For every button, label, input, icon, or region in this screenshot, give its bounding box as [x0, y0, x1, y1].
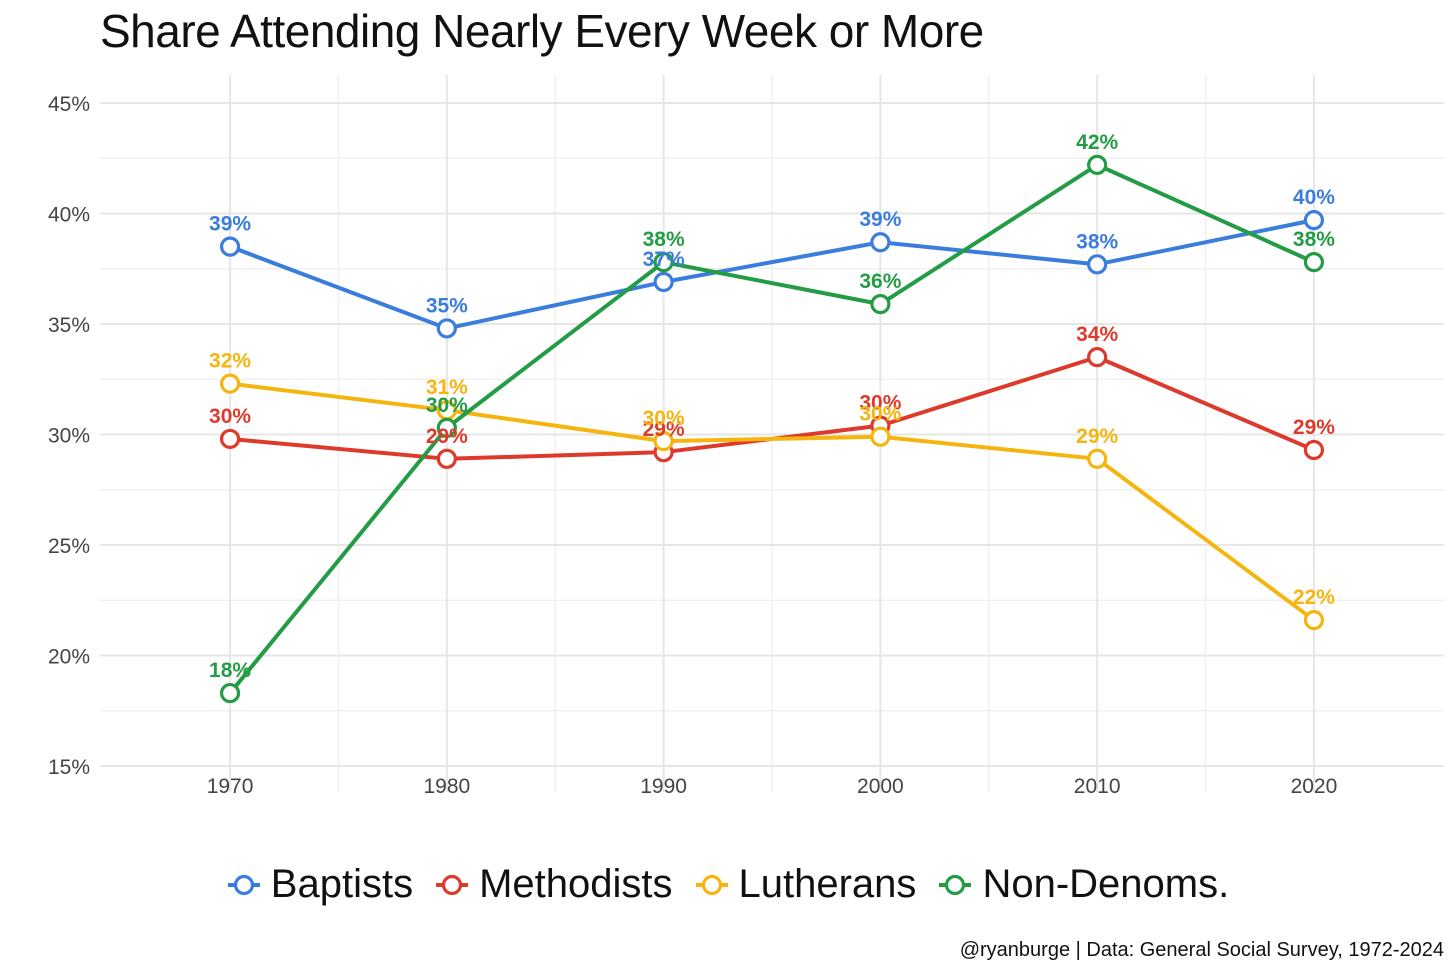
- x-tick-label: 1990: [640, 775, 687, 798]
- legend-item-methodists: Methodists: [435, 862, 673, 907]
- methodists-point: [219, 428, 241, 450]
- baptists-point: [653, 271, 674, 293]
- y-tick-label: 20%: [48, 646, 90, 669]
- non-denoms-point: [870, 294, 891, 315]
- lutherans-line: [228, 381, 1316, 623]
- baptists-point: [219, 236, 241, 257]
- x-tick-label: 1970: [207, 775, 254, 798]
- lutherans-point: [1087, 448, 1108, 469]
- lutherans-point: [653, 431, 674, 452]
- legend-label: Lutherans: [738, 862, 917, 906]
- baptists-data-label: 38%: [1076, 230, 1118, 253]
- legend-label: Non-Denoms.: [982, 862, 1230, 906]
- methodists-point: [1087, 347, 1108, 368]
- baptists-data-label: 37%: [643, 248, 685, 271]
- y-axis-ticks: 15% 20% 25% 30% 35% 40% 45%: [48, 93, 90, 779]
- methodists-data-label: 29%: [643, 418, 685, 441]
- non-denoms-point: [436, 417, 457, 438]
- y-tick-label: 25%: [48, 535, 90, 558]
- y-tick-label: 45%: [48, 93, 90, 116]
- baptists-point: [1303, 210, 1325, 231]
- baptists-data-label: 39%: [209, 213, 251, 236]
- legend-key-icon: [227, 874, 260, 895]
- series-points: [219, 154, 1325, 704]
- x-tick-label: 2020: [1291, 775, 1338, 798]
- legend-label: Methodists: [479, 862, 673, 906]
- baptists-point: [870, 232, 891, 253]
- y-tick-label: 35%: [48, 314, 90, 337]
- series-data-labels: 39%35%37%39%38%40%30%29% 29%30%34%29%32%3…: [209, 131, 1335, 682]
- legend-key-icon: [436, 874, 469, 895]
- non-denoms-point: [219, 682, 241, 704]
- baptists-point: [436, 318, 457, 339]
- x-tick-label: 1980: [423, 775, 470, 798]
- series-lines: [228, 162, 1316, 696]
- legend-key-icon: [695, 874, 728, 895]
- legend-item-non-denoms: Non-Denoms.: [938, 862, 1229, 907]
- non-denoms-point: [1303, 252, 1325, 273]
- baptists-data-label: 40%: [1293, 186, 1335, 209]
- lutherans-point: [219, 373, 241, 394]
- non-denoms-data-label: 18%: [209, 659, 251, 682]
- methodists-data-label: 29%: [1293, 416, 1335, 439]
- baptists-line: [228, 218, 1316, 331]
- lutherans-data-label: 32%: [209, 350, 251, 373]
- x-axis-ticks: 1970 1980 1990 2000 2010 2020: [207, 775, 1338, 798]
- lutherans-data-label: 22%: [1293, 586, 1335, 609]
- x-tick-label: 2010: [1074, 775, 1121, 798]
- non-denoms-data-label: 38%: [643, 228, 685, 251]
- lutherans-point: [1303, 610, 1325, 631]
- non-denoms-data-label: 38%: [1293, 228, 1335, 251]
- lutherans-data-label: 30%: [859, 403, 901, 426]
- methodists-data-label: 34%: [1076, 323, 1118, 346]
- legend-label: Baptists: [270, 862, 414, 906]
- lutherans-data-label: 31%: [426, 376, 468, 399]
- baptists-point: [1087, 254, 1108, 275]
- chart-title: Share Attending Nearly Every Week or Mor…: [100, 5, 984, 57]
- legend-key-icon: [939, 874, 972, 895]
- methodists-data-label: 29%: [426, 425, 468, 448]
- methodists-point: [436, 448, 457, 469]
- lutherans-data-label: 29%: [1076, 425, 1118, 448]
- baptists-data-label: 35%: [426, 294, 468, 317]
- non-denoms-line: [228, 162, 1316, 696]
- y-tick-label: 30%: [48, 425, 90, 448]
- non-denoms-point: [1087, 154, 1108, 175]
- methodists-data-label: 30%: [209, 405, 251, 428]
- x-tick-label: 2000: [857, 775, 904, 798]
- non-denoms-data-label: 36%: [859, 270, 901, 293]
- legend: Baptists Methodists Lutherans Non-Denoms.: [0, 862, 1456, 907]
- line-chart: 15% 20% 25% 30% 35% 40% 45% 1970 1980 1990 2000 20…: [48, 75, 1444, 798]
- non-denoms-data-label: 30%: [426, 394, 468, 417]
- legend-item-lutherans: Lutherans: [695, 862, 917, 907]
- lutherans-point: [870, 426, 891, 447]
- methodists-point: [1303, 439, 1325, 461]
- y-tick-label: 15%: [48, 756, 90, 779]
- legend-item-baptists: Baptists: [227, 862, 413, 907]
- non-denoms-data-label: 42%: [1076, 131, 1118, 154]
- lutherans-data-label: 30%: [643, 407, 685, 430]
- source-caption: @ryanburge | Data: General Social Survey…: [959, 939, 1444, 961]
- baptists-data-label: 39%: [859, 208, 901, 231]
- y-tick-label: 40%: [48, 204, 90, 227]
- non-denoms-point: [653, 252, 674, 273]
- methodists-data-label: 30%: [859, 392, 901, 415]
